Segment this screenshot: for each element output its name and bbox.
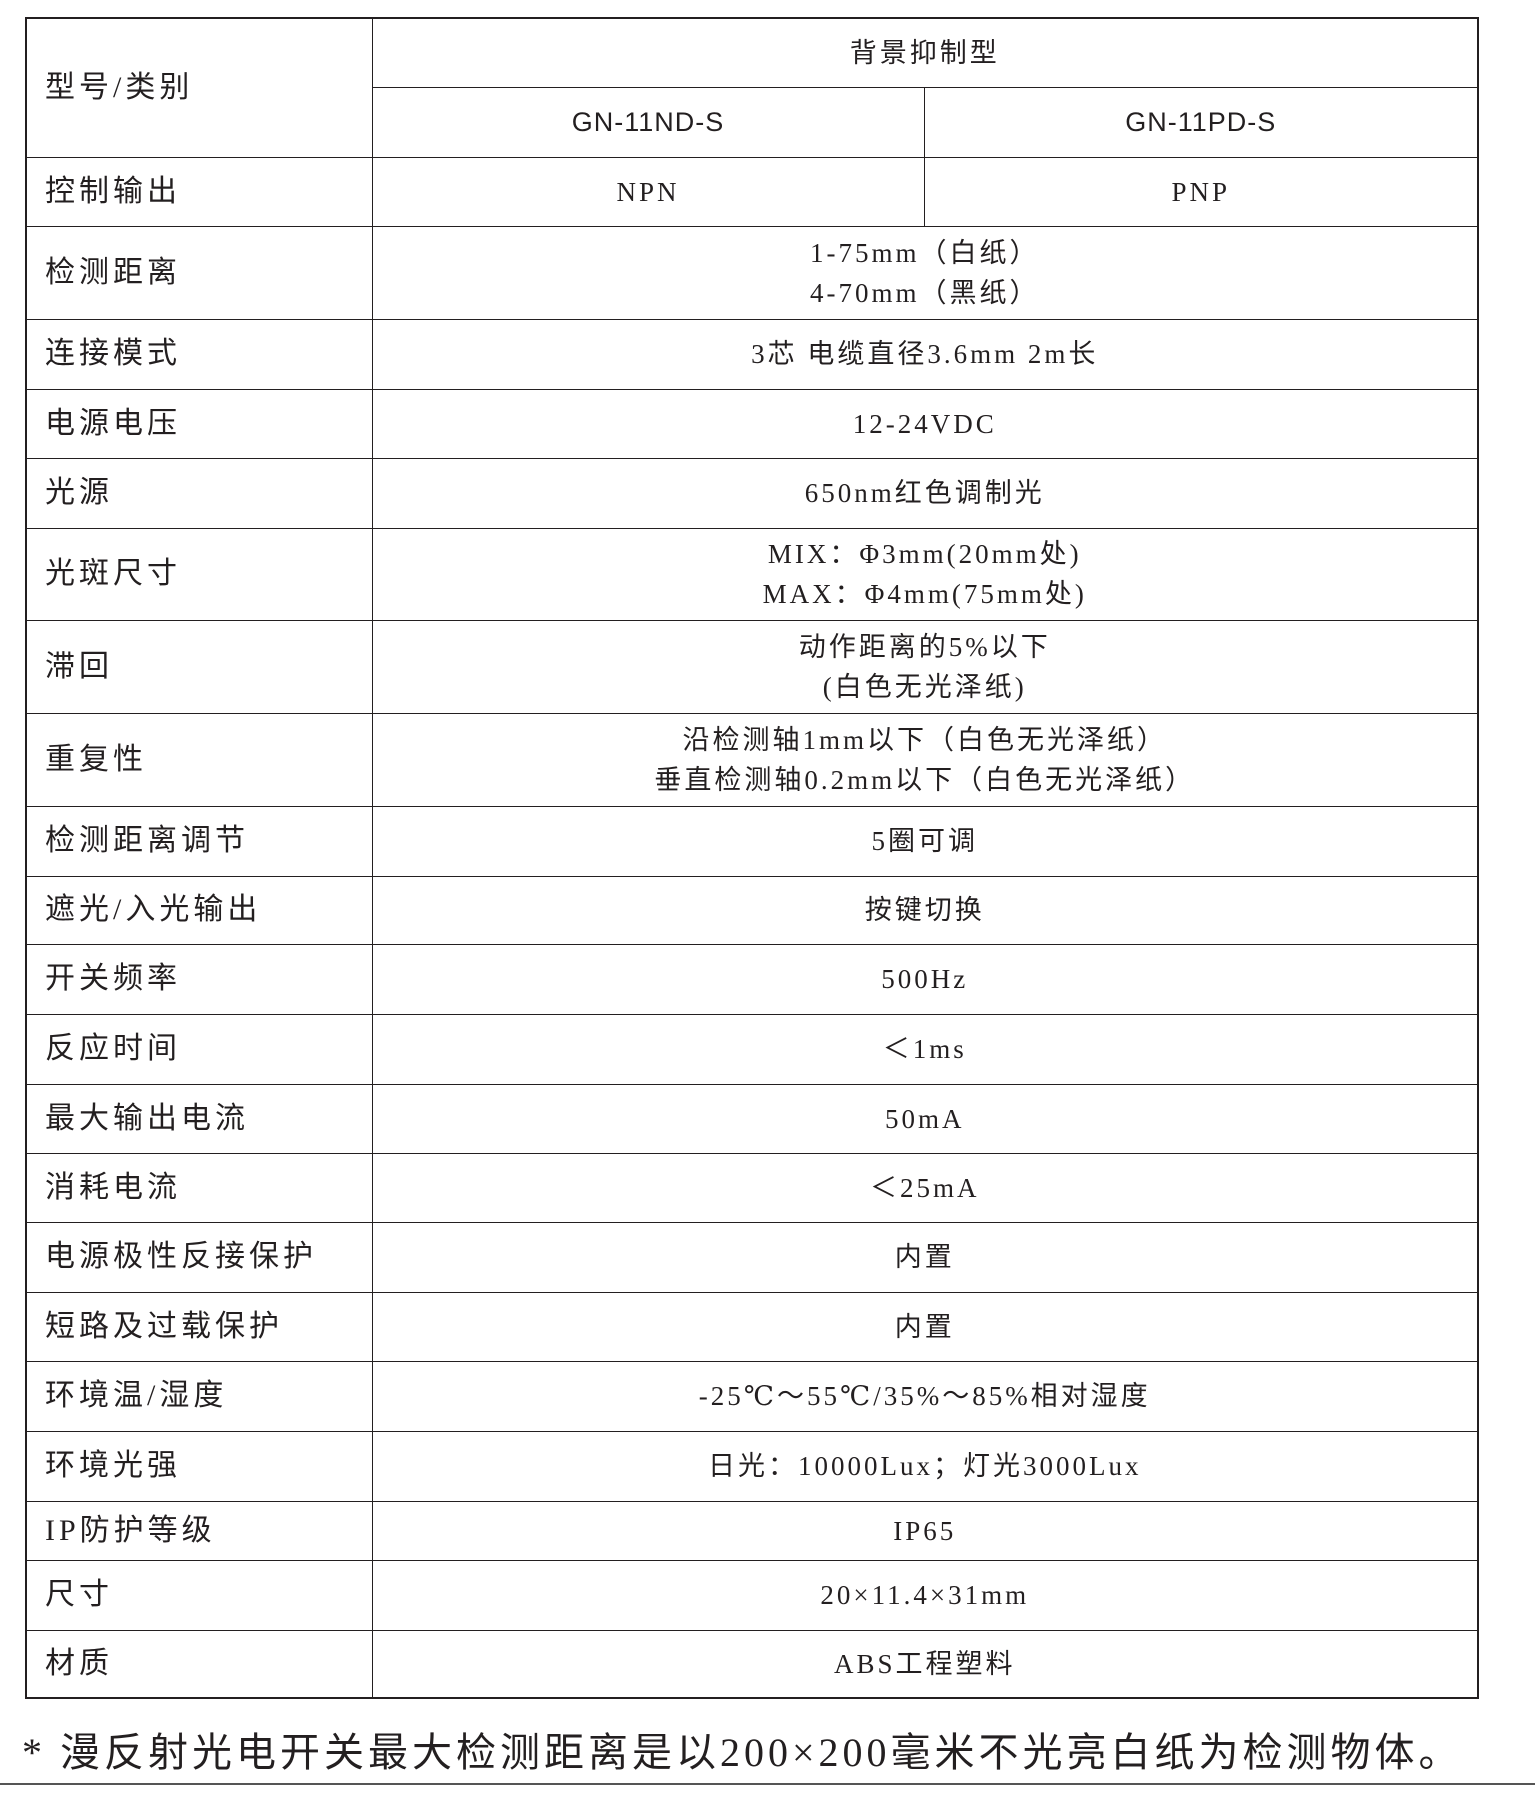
table-row: 光源 650nm红色调制光 — [25, 457, 1479, 529]
value-line: 动作距离的5%以下 — [798, 631, 1051, 662]
row-label: 最大输出电流 — [25, 1083, 373, 1154]
row-value: ＜1ms — [371, 1013, 1479, 1085]
value-line: MIX：Φ3mm(20mm处) — [767, 539, 1082, 569]
table-row: 电源极性反接保护 内置 — [25, 1221, 1479, 1293]
table-row: IP防护等级 IP65 — [25, 1500, 1479, 1561]
row-label: 控制输出 — [25, 156, 373, 227]
row-value: 20×11.4×31mm — [371, 1559, 1479, 1631]
row-label: 环境温/湿度 — [25, 1360, 373, 1432]
value-line: 20×11.4×31mm — [820, 1580, 1030, 1610]
row-label: 电源极性反接保护 — [25, 1221, 373, 1293]
value-line: ＜1ms — [882, 1034, 967, 1064]
value-line: 50mA — [885, 1103, 965, 1134]
value-line: 12-24VDC — [852, 408, 997, 439]
row-value: 3芯 电缆直径3.6mm 2m长 — [371, 318, 1479, 390]
row-label: 反应时间 — [25, 1013, 373, 1085]
row-value: 沿检测轴1mm以下（白色无光泽纸） 垂直检测轴0.2mm以下（白色无光泽纸） — [371, 712, 1479, 807]
row-label: 材质 — [25, 1629, 373, 1699]
footnote: * 漫反射光电开关最大检测距离是以200×200毫米不光亮白纸为检测物体。 — [22, 1730, 1463, 1775]
row-value: 日光：10000Lux；灯光3000Lux — [371, 1430, 1479, 1502]
value-line: IP65 — [893, 1515, 957, 1546]
header-label: 型号/类别 — [25, 17, 373, 158]
row-value: -25℃～55℃/35%～85%相对湿度 — [371, 1360, 1479, 1432]
row-label: 遮光/入光输出 — [25, 875, 373, 945]
table-row: 开关频率 500Hz — [25, 943, 1479, 1015]
table-row: 尺寸 20×11.4×31mm — [25, 1559, 1479, 1631]
value-line: ＜25mA — [870, 1172, 980, 1203]
table-row: 材质 ABS工程塑料 — [25, 1629, 1479, 1699]
row-label: 消耗电流 — [25, 1152, 373, 1223]
table-row: 消耗电流 ＜25mA — [25, 1152, 1479, 1223]
value-line: 3芯 电缆直径3.6mm 2m长 — [751, 339, 1099, 369]
row-value: ABS工程塑料 — [371, 1629, 1479, 1699]
table-row: 反应时间 ＜1ms — [25, 1013, 1479, 1085]
row-label: 开关频率 — [25, 943, 373, 1015]
table-row: 重复性 沿检测轴1mm以下（白色无光泽纸） 垂直检测轴0.2mm以下（白色无光泽纸） — [25, 712, 1479, 807]
model-row: GN-11ND-S GN-11PD-S — [26, 86, 1479, 158]
value-line: -25℃～55℃/35%～85%相对湿度 — [698, 1381, 1151, 1411]
model-pnp: GN-11PD-S — [923, 86, 1479, 158]
row-value: MIX：Φ3mm(20mm处) MAX：Φ4mm(75mm处) — [371, 527, 1479, 621]
row-label: 环境光强 — [25, 1430, 373, 1502]
table-row: 检测距离 1-75mm（白纸） 4-70mm（黑纸） — [25, 225, 1479, 320]
row-label: 电源电压 — [25, 388, 373, 459]
value-line: ABS工程塑料 — [833, 1648, 1016, 1679]
row-value: IP65 — [371, 1500, 1479, 1561]
table-row: 环境光强 日光：10000Lux；灯光3000Lux — [25, 1430, 1479, 1502]
value-line: 4-70mm（黑纸） — [810, 277, 1040, 308]
row-value: 动作距离的5%以下 (白色无光泽纸) — [371, 619, 1479, 714]
table-row: 环境温/湿度 -25℃～55℃/35%～85%相对湿度 — [25, 1360, 1479, 1432]
value-line: (白色无光泽纸) — [822, 671, 1027, 702]
table-row: 电源电压 12-24VDC — [25, 388, 1479, 459]
row-value: 5圈可调 — [371, 805, 1479, 877]
value-line: 垂直检测轴0.2mm以下（白色无光泽纸） — [654, 764, 1196, 795]
value-line: 日光：10000Lux；灯光3000Lux — [708, 1451, 1142, 1481]
value-line: 内置 — [894, 1311, 955, 1342]
row-label: 检测距离 — [25, 225, 373, 320]
bottom-divider — [0, 1783, 1535, 1785]
value-line: 按键切换 — [864, 895, 985, 925]
value-line: 500Hz — [881, 964, 969, 994]
value-line: MAX：Φ4mm(75mm处) — [762, 579, 1087, 609]
table-row: 短路及过载保护 内置 — [25, 1291, 1479, 1362]
spec-table: 型号/类别 背景抑制型 GN-11ND-S GN-11PD-S 控制输出 NPN… — [25, 17, 1479, 1699]
row-label: 重复性 — [25, 712, 373, 807]
row-value: 1-75mm（白纸） 4-70mm（黑纸） — [371, 225, 1479, 320]
row-label: 连接模式 — [25, 318, 373, 390]
row-value: 内置 — [371, 1291, 1479, 1362]
table-row: 检测距离调节 5圈可调 — [25, 805, 1479, 877]
output-pnp: PNP — [923, 156, 1479, 227]
value-line: 内置 — [894, 1242, 955, 1272]
table-row: 连接模式 3芯 电缆直径3.6mm 2m长 — [25, 318, 1479, 390]
output-npn: NPN — [371, 156, 925, 227]
value-line: 5圈可调 — [871, 826, 978, 856]
row-label: 检测距离调节 — [25, 805, 373, 877]
model-npn: GN-11ND-S — [371, 86, 925, 158]
row-label: 尺寸 — [25, 1559, 373, 1631]
value-line: 650nm红色调制光 — [804, 478, 1045, 508]
row-value: 内置 — [371, 1221, 1479, 1293]
row-value: ＜25mA — [371, 1152, 1479, 1223]
value-line: 沿检测轴1mm以下（白色无光泽纸） — [682, 724, 1167, 755]
row-label: 光源 — [25, 457, 373, 529]
row-value: 500Hz — [371, 943, 1479, 1015]
row-label: 滞回 — [25, 619, 373, 714]
table-row: 滞回 动作距离的5%以下 (白色无光泽纸) — [25, 619, 1479, 714]
row-label: 短路及过载保护 — [25, 1291, 373, 1362]
row-value: 50mA — [371, 1083, 1479, 1154]
table-row: 遮光/入光输出 按键切换 — [25, 875, 1479, 945]
row-label: 光斑尺寸 — [25, 527, 373, 621]
table-row: 光斑尺寸 MIX：Φ3mm(20mm处) MAX：Φ4mm(75mm处) — [25, 527, 1479, 621]
row-value: 按键切换 — [371, 875, 1479, 945]
row-label: IP防护等级 — [25, 1500, 373, 1561]
row-value: 650nm红色调制光 — [371, 457, 1479, 529]
header-group: 背景抑制型 — [371, 17, 1479, 88]
value-line: 1-75mm（白纸） — [810, 237, 1040, 268]
table-row: 控制输出 NPN PNP — [25, 156, 1479, 227]
row-value: 12-24VDC — [371, 388, 1479, 459]
table-row: 最大输出电流 50mA — [25, 1083, 1479, 1154]
header-row: 型号/类别 背景抑制型 — [25, 17, 1479, 158]
